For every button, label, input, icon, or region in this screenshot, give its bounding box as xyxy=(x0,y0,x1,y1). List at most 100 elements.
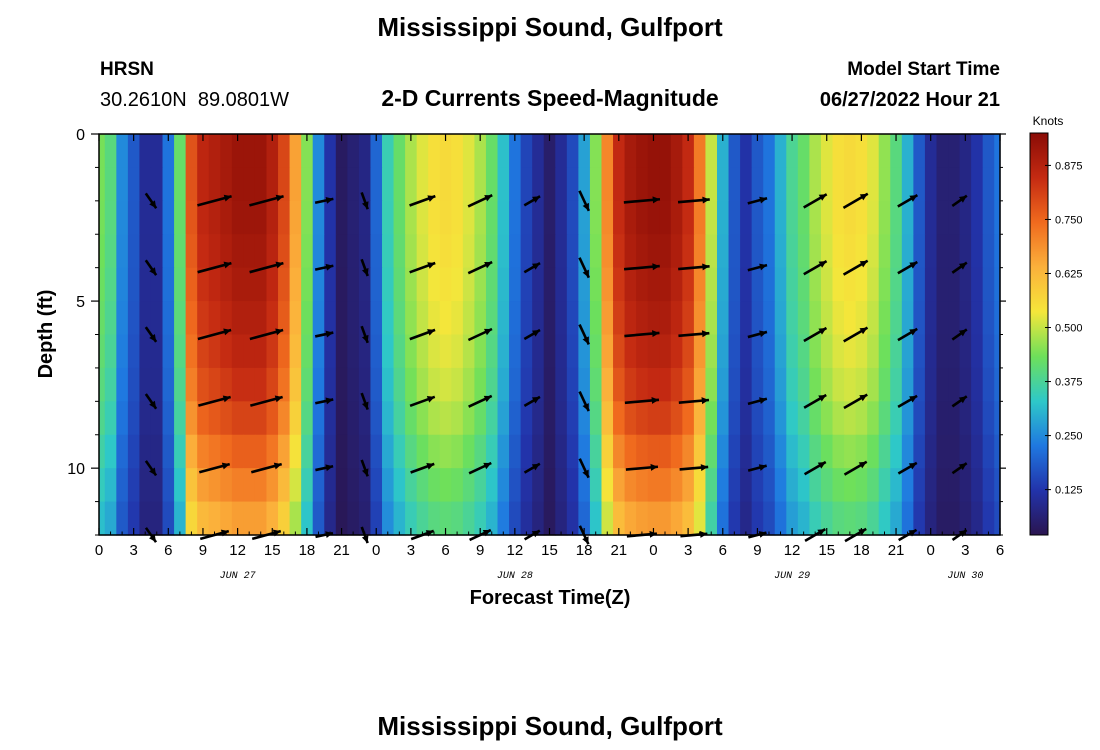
model-start-label: Model Start Time xyxy=(847,59,1000,80)
heatmap-cell xyxy=(728,434,741,469)
heatmap-cell xyxy=(301,200,314,235)
heatmap-cell xyxy=(278,234,291,269)
current-vector-arrow xyxy=(951,194,968,207)
current-vector-arrow xyxy=(144,259,158,276)
heatmap-cell xyxy=(220,401,233,436)
heatmap-cell xyxy=(878,234,891,269)
heatmap-cell xyxy=(497,200,510,235)
current-vector-arrow xyxy=(467,327,493,342)
heatmap-cell xyxy=(231,334,244,369)
heatmap-cell xyxy=(127,367,141,402)
heatmap-cell xyxy=(613,468,626,503)
heatmap-cell xyxy=(462,334,476,369)
heatmap-cell xyxy=(497,501,510,536)
heatmap-cell xyxy=(936,334,949,369)
current-vector-arrow xyxy=(578,190,591,212)
heatmap-cell xyxy=(659,200,672,235)
heatmap-cell xyxy=(185,434,198,469)
current-vector-arrow xyxy=(523,395,541,407)
heatmap-cell xyxy=(555,200,568,235)
current-vector-arrow xyxy=(523,328,541,341)
heatmap-cell xyxy=(936,501,949,536)
heatmap-cell xyxy=(485,167,499,202)
heatmap-cell xyxy=(509,367,522,402)
heatmap-cell xyxy=(670,401,683,436)
heatmap-cell xyxy=(485,434,499,469)
x-tick-label: 12 xyxy=(784,542,801,559)
heatmap-cell xyxy=(416,367,429,402)
x-tick-label: 0 xyxy=(649,542,657,559)
heatmap-cell xyxy=(948,234,961,269)
heatmap-cell xyxy=(959,501,972,536)
current-vector-arrow xyxy=(747,330,768,339)
heatmap-cell xyxy=(982,367,995,402)
heatmap-cell xyxy=(786,234,799,269)
heatmap-cell xyxy=(566,367,579,402)
heatmap-cell xyxy=(728,234,741,269)
heatmap-cell xyxy=(693,401,707,436)
heatmap-cell xyxy=(231,200,244,235)
heatmap-cell xyxy=(243,167,256,202)
heatmap-cell xyxy=(982,167,995,202)
heatmap-cell xyxy=(439,301,452,336)
heatmap-cell xyxy=(289,267,302,302)
heatmap-cell xyxy=(763,134,776,169)
current-vector-arrow xyxy=(578,391,590,412)
heatmap-cell xyxy=(127,468,141,503)
heatmap-cell xyxy=(820,434,834,469)
heatmap-cell xyxy=(335,367,348,402)
heatmap-cell xyxy=(959,434,972,469)
heatmap-cell xyxy=(520,468,533,503)
x-tick-label: 3 xyxy=(684,542,692,559)
heatmap-cell xyxy=(693,134,707,169)
heatmap-cell xyxy=(728,167,741,202)
heatmap-cell xyxy=(162,301,175,336)
heatmap-cell xyxy=(243,134,256,169)
heatmap-cell xyxy=(924,501,938,536)
x-tick-label: 6 xyxy=(719,542,727,559)
current-vector-arrow xyxy=(803,193,828,209)
heatmap-cell xyxy=(774,234,787,269)
heatmap-cell xyxy=(278,334,291,369)
heatmap-cell xyxy=(254,468,268,503)
heatmap-cell xyxy=(844,401,857,436)
heatmap-cell xyxy=(786,334,799,369)
colorbar xyxy=(1029,132,1049,536)
heatmap-cell xyxy=(601,334,614,369)
heatmap-cell xyxy=(728,301,741,336)
heatmap-cell xyxy=(751,468,764,503)
x-tick-label: 3 xyxy=(129,542,137,559)
current-vector-arrow xyxy=(409,194,436,207)
heatmap-cell xyxy=(358,134,372,169)
heatmap-cell xyxy=(416,301,429,336)
current-vector-arrow xyxy=(198,395,231,407)
heatmap-cell xyxy=(589,401,603,436)
heatmap-cell xyxy=(844,134,857,169)
current-vector-arrow xyxy=(198,462,231,474)
current-vector-arrow xyxy=(144,192,158,210)
heatmap-cell xyxy=(740,234,753,269)
heatmap-cell xyxy=(566,267,579,302)
heatmap-cell xyxy=(231,367,244,402)
current-vector-arrow xyxy=(803,326,828,343)
current-vector-arrow xyxy=(897,461,918,475)
heatmap-cell xyxy=(150,267,164,302)
current-vector-arrow xyxy=(624,397,660,405)
heatmap-cell xyxy=(659,501,672,536)
current-vector-arrow xyxy=(623,263,660,271)
heatmap-cell xyxy=(451,501,464,536)
heatmap-cell xyxy=(763,401,776,436)
heatmap-cell xyxy=(705,301,718,336)
heatmap-cell xyxy=(832,434,845,469)
heatmap-cell xyxy=(751,301,764,336)
heatmap-cell xyxy=(728,468,741,503)
heatmap-cell xyxy=(370,167,383,202)
heatmap-cell xyxy=(243,234,256,269)
heatmap-cell xyxy=(924,167,938,202)
heatmap-cell xyxy=(197,301,210,336)
heatmap-cell xyxy=(335,167,348,202)
heatmap-cell xyxy=(578,301,591,336)
heatmap-cell xyxy=(462,234,476,269)
heatmap-cell xyxy=(104,367,117,402)
heatmap-cell xyxy=(566,401,579,436)
